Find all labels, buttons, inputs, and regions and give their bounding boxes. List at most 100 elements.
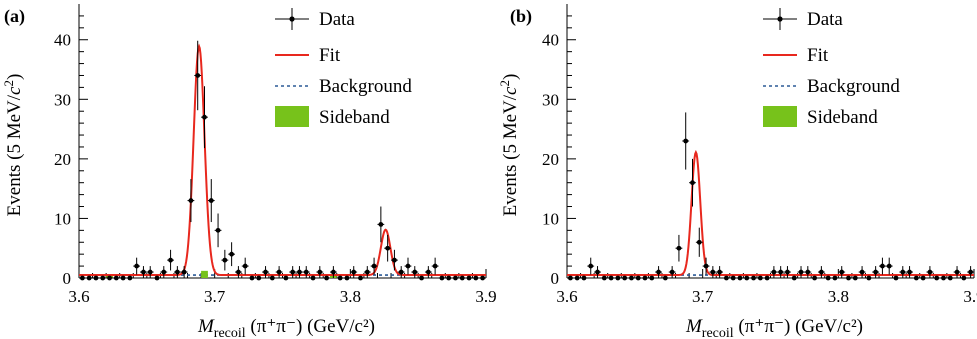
data-marker: [120, 275, 126, 281]
y-tick-label: 0: [63, 269, 72, 288]
data-marker: [188, 198, 194, 203]
y-axis-label: Events (5 MeV/c2): [497, 74, 521, 217]
data-point: [567, 275, 574, 281]
data-marker: [622, 275, 628, 281]
data-marker: [805, 269, 811, 275]
data-marker: [696, 239, 702, 245]
data-point: [824, 275, 832, 281]
data-marker: [791, 275, 797, 281]
x-tick-label: 3.6: [556, 287, 577, 306]
data-marker: [771, 269, 777, 275]
x-tick-label: 3.8: [828, 287, 849, 306]
data-marker: [947, 275, 953, 281]
data-marker: [703, 263, 709, 269]
data-point: [282, 275, 290, 281]
data-point: [587, 257, 595, 275]
data-point: [743, 275, 751, 281]
data-point: [933, 275, 941, 281]
data-point: [289, 266, 297, 278]
data-point: [235, 266, 242, 278]
data-point: [329, 266, 337, 278]
y-tick-label: 0: [551, 269, 560, 288]
data-point: [377, 206, 385, 243]
data-marker: [161, 269, 167, 275]
data-marker: [134, 263, 140, 269]
data-point: [370, 257, 378, 275]
data-marker: [649, 275, 655, 281]
data-point: [648, 275, 656, 281]
x-axis-label-rest: (π⁺π⁻) (GeV/c²): [734, 316, 863, 337]
data-marker: [154, 275, 160, 281]
data-marker: [669, 269, 675, 275]
data-point: [323, 275, 330, 281]
data-point: [221, 249, 229, 271]
data-marker: [751, 275, 756, 281]
x-axis-label-sub: recoil: [214, 326, 246, 339]
data-marker: [757, 275, 763, 281]
data-marker: [229, 251, 235, 257]
data-point: [709, 266, 717, 278]
data-point: [661, 275, 669, 281]
data-point: [214, 213, 222, 248]
data-marker: [344, 275, 350, 281]
x-tick-label: 3.7: [692, 287, 714, 306]
data-point: [817, 266, 825, 278]
data-point: [458, 275, 466, 281]
data-point: [194, 40, 202, 111]
x-tick-label: 3.9: [475, 287, 496, 306]
data-point: [316, 266, 324, 278]
legend-data-label: Data: [319, 9, 355, 30]
legend-sideband-label: Sideband: [807, 107, 878, 128]
data-marker: [453, 275, 458, 281]
data-marker: [968, 269, 974, 275]
data-marker: [276, 269, 282, 275]
data-point: [872, 266, 880, 278]
data-marker: [412, 269, 418, 275]
data-marker: [466, 275, 472, 281]
x-tick-label: 3.7: [204, 287, 226, 306]
data-marker: [473, 275, 479, 281]
data-point: [397, 266, 405, 278]
data-point: [689, 158, 696, 207]
data-marker: [662, 275, 668, 281]
data-marker: [351, 269, 357, 275]
data-marker: [364, 269, 370, 275]
legend-background-label: Background: [807, 76, 900, 97]
y-axis-label-c: c: [4, 86, 25, 95]
data-point: [594, 266, 601, 278]
data-point: [960, 275, 968, 281]
data-marker: [656, 269, 661, 275]
data-point: [438, 275, 446, 281]
sideband-bar: [201, 270, 208, 278]
data-point: [607, 275, 615, 281]
data-point: [668, 266, 676, 278]
data-point: [119, 275, 127, 281]
data-point: [879, 257, 886, 275]
data-point: [431, 257, 439, 275]
y-axis-label-sup: 2: [1, 80, 16, 87]
data-point: [336, 275, 344, 281]
data-marker: [127, 275, 133, 281]
data-point: [804, 266, 812, 278]
data-point: [424, 266, 432, 278]
data-marker: [86, 275, 92, 281]
legend: Data Fit Background Sideband: [275, 8, 412, 128]
data-point: [790, 275, 798, 281]
data-point: [899, 266, 907, 278]
data-marker: [595, 269, 600, 275]
data-point: [140, 266, 147, 278]
data-marker: [371, 263, 377, 269]
data-marker: [927, 269, 933, 275]
data-marker: [174, 269, 180, 275]
data-marker: [79, 275, 85, 281]
data-marker: [419, 275, 424, 281]
data-point: [418, 275, 425, 281]
legend-fit-label: Fit: [319, 45, 341, 66]
legend-data-marker: [777, 16, 783, 22]
y-tick-label: 10: [542, 209, 559, 228]
data-point: [452, 275, 459, 281]
x-axis-label-rest: (π⁺π⁻) (GeV/c²): [246, 316, 375, 337]
data-point: [445, 275, 453, 281]
legend-sideband-swatch: [275, 106, 309, 127]
